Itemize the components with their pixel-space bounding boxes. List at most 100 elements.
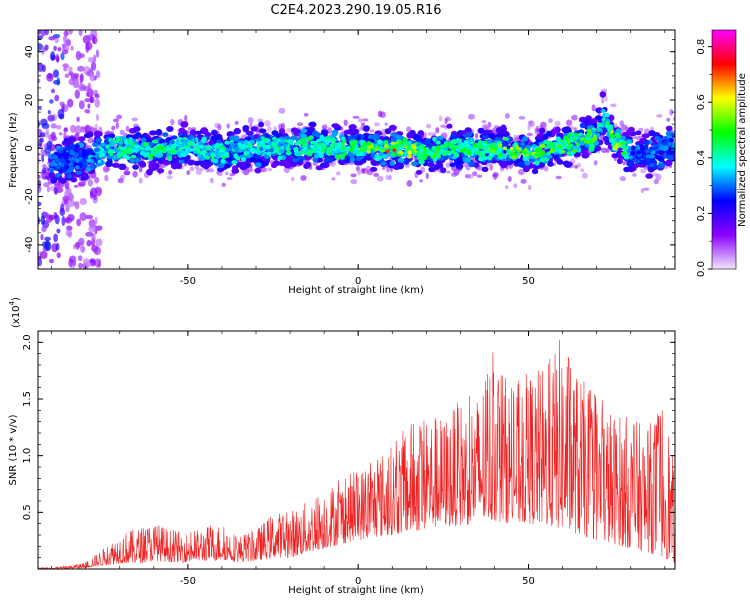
spectrogram-cell (278, 107, 286, 114)
spectrogram-cell (328, 157, 334, 163)
spectrogram-cell (167, 156, 173, 162)
spectrogram-cell (278, 128, 286, 135)
spectrogram-cell (66, 225, 73, 231)
spectrogram-cell (272, 138, 277, 143)
spectrogram-frame (37, 29, 676, 270)
spectrogram-cell (601, 97, 605, 104)
spectrogram-cell (267, 167, 273, 172)
spectrogram-cell (492, 172, 499, 177)
spectrogram-cell (330, 150, 336, 155)
spectrogram-cell (318, 151, 324, 156)
spectrogram-cell (403, 141, 410, 146)
spectrogram-cell (544, 145, 550, 150)
spectrogram-cell (358, 118, 363, 123)
spectrogram-cell (622, 146, 627, 151)
spectrogram-cell (543, 166, 549, 172)
spectrogram-cell (657, 163, 665, 169)
spectrogram-cell (128, 137, 133, 142)
spectrogram-y-tick-label: 20 (24, 94, 35, 107)
spectrogram-cell (140, 150, 146, 156)
spectrogram-cell (239, 164, 248, 171)
spectrogram-cell (569, 139, 574, 143)
spectrogram-cell (356, 156, 362, 162)
spectrogram-cell (217, 167, 225, 173)
spectrogram-cell (341, 136, 346, 142)
spectrogram-cell (500, 124, 507, 132)
spectrogram-cell (645, 157, 652, 162)
spectrogram-cell (515, 152, 521, 156)
spectrogram-cell (300, 175, 307, 181)
spectrogram-cell (241, 157, 247, 162)
spectrogram-cell (62, 63, 69, 69)
spectrogram-cell (626, 139, 632, 144)
spectrogram-cell (497, 129, 506, 135)
spectrogram-cell (349, 156, 356, 163)
spectrogram-cell (62, 34, 68, 44)
spectrogram-cell (632, 173, 637, 177)
spectrogram-cell (100, 142, 106, 147)
spectrogram-cell (484, 146, 489, 151)
spectrogram-cell (186, 144, 191, 148)
spectrogram-cell (319, 162, 328, 168)
spectrogram-cell (162, 132, 169, 138)
spectrogram-cell (195, 130, 202, 135)
spectrogram-cell (116, 114, 122, 120)
spectrogram-cell (49, 161, 56, 167)
spectrogram-cell (566, 141, 571, 145)
spectrogram-cell (196, 154, 202, 158)
spectrogram-cell (340, 146, 345, 152)
spectrogram-cell (662, 147, 669, 151)
spectrogram-cell (579, 122, 587, 128)
snr-y-tick-label: 2.0 (22, 334, 33, 350)
spectrogram-cell (89, 67, 94, 72)
spectrogram-cell (459, 149, 465, 153)
spectrogram-cell (357, 168, 362, 176)
spectrogram-cell (40, 215, 45, 225)
spectrogram-cell (347, 128, 354, 135)
spectrogram-cell (588, 146, 595, 152)
spectrogram-cell (402, 145, 408, 149)
spectrogram-cell (104, 174, 109, 182)
spectrogram-cell (81, 163, 88, 168)
spectrogram-cell (210, 153, 216, 158)
spectrogram-cell (460, 142, 465, 148)
spectrogram-cell (641, 133, 650, 139)
spectrogram-cell (536, 148, 540, 152)
spectrogram-cell (53, 69, 59, 78)
spectrogram-cell (597, 128, 603, 132)
spectrogram-cell (320, 145, 327, 149)
spectrogram-cell (515, 144, 520, 150)
spectrogram-cell (449, 162, 456, 168)
spectrogram-cell (319, 134, 325, 140)
spectrogram-cell (358, 151, 364, 157)
spectrogram-cell (327, 151, 331, 156)
spectrogram-cell (44, 236, 51, 241)
spectrogram-cell (418, 159, 425, 165)
spectrogram-cell (606, 147, 610, 154)
spectrogram-cell (249, 139, 255, 144)
spectrogram-y-tick-label: 40 (24, 45, 35, 58)
snr-x-tick-label: 50 (522, 576, 535, 587)
snr-frame (37, 330, 676, 570)
spectrogram-cell (664, 159, 673, 167)
spectrogram-cell (190, 138, 197, 142)
spectrogram-cell (89, 75, 96, 82)
spectrogram-cell (180, 143, 185, 148)
spectrogram-cell (615, 128, 622, 134)
spectrogram-cell (85, 42, 90, 53)
spectrogram-cell (425, 172, 429, 180)
spectrogram-cell (149, 162, 156, 170)
spectrogram-cell (154, 148, 159, 154)
spectrogram-cell (439, 115, 443, 122)
spectrogram-cell (54, 214, 60, 225)
spectrogram-cell (93, 54, 97, 63)
spectrogram-cell (542, 133, 549, 140)
spectrogram-cell (77, 65, 85, 72)
spectrogram-cell (383, 140, 389, 145)
spectrogram-cell (201, 136, 207, 142)
spectrogram-cell (77, 255, 83, 262)
spectrogram-cell (200, 127, 207, 135)
spectrogram-cell (531, 144, 537, 149)
spectrogram-cell (204, 152, 211, 156)
spectrogram-cell (650, 126, 654, 132)
